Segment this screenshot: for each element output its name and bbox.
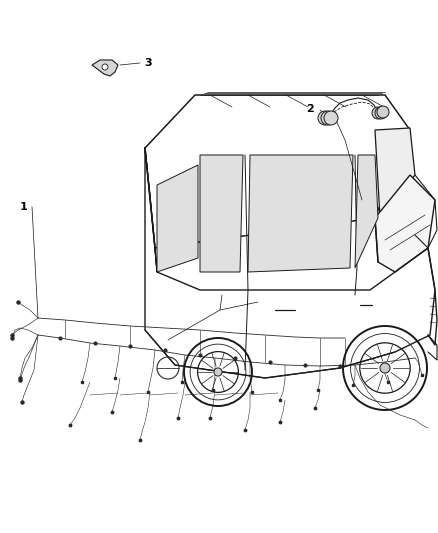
Polygon shape <box>375 128 415 218</box>
Circle shape <box>377 106 389 118</box>
Text: 2: 2 <box>306 104 314 114</box>
Polygon shape <box>375 175 435 272</box>
Circle shape <box>372 107 384 119</box>
Circle shape <box>375 107 387 119</box>
Circle shape <box>102 64 108 70</box>
Polygon shape <box>248 155 353 272</box>
Circle shape <box>324 111 338 125</box>
Polygon shape <box>200 155 243 272</box>
Polygon shape <box>355 155 378 268</box>
Text: 1: 1 <box>20 202 28 212</box>
Circle shape <box>318 111 332 125</box>
Polygon shape <box>92 60 118 76</box>
Circle shape <box>214 368 222 376</box>
Polygon shape <box>157 165 198 272</box>
Text: 3: 3 <box>144 58 152 68</box>
Circle shape <box>321 111 335 125</box>
Circle shape <box>380 363 390 373</box>
